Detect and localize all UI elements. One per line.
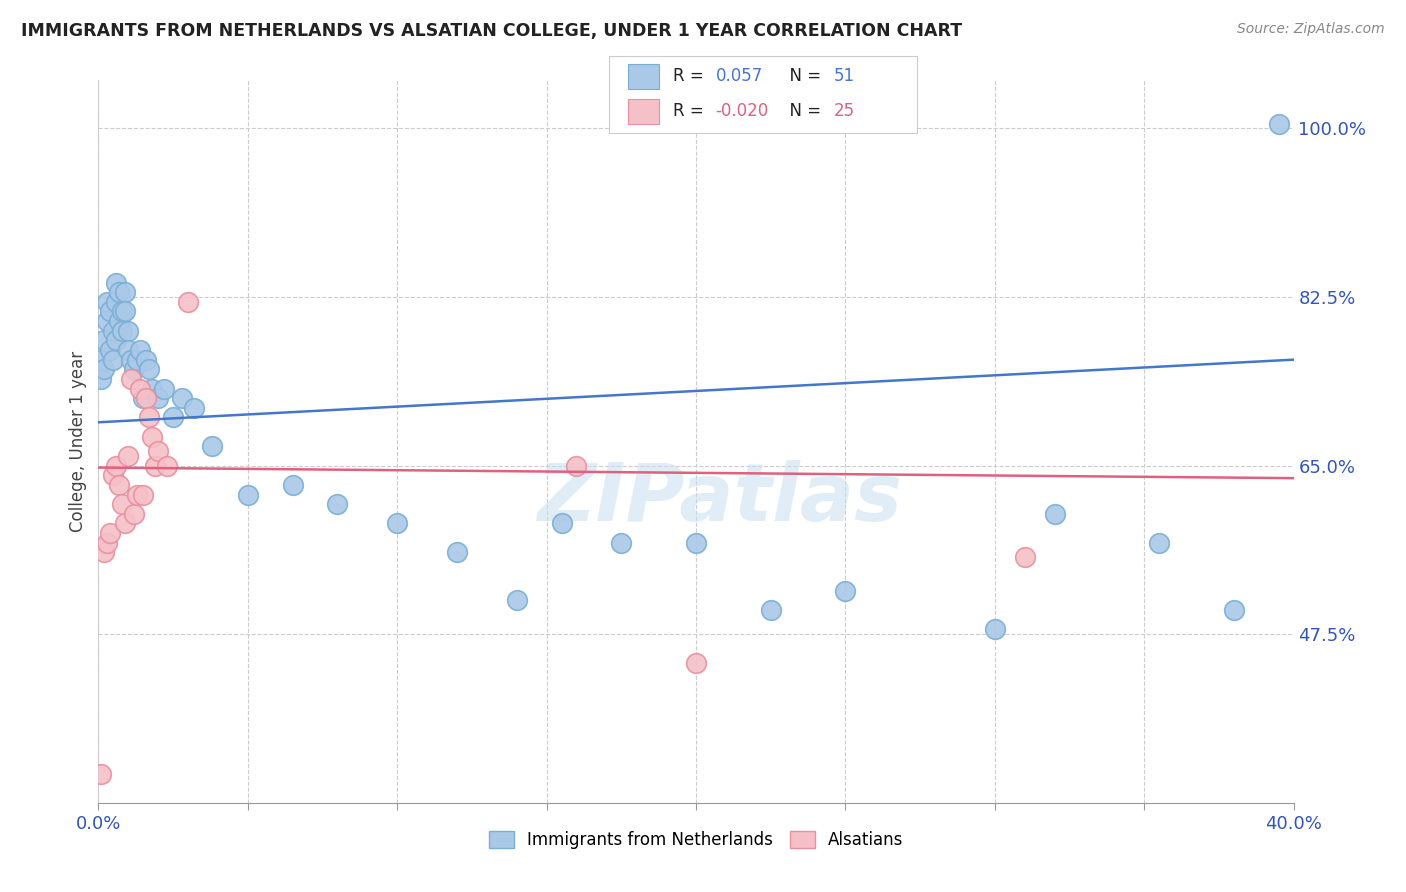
Point — [506, 593, 529, 607]
Point — [129, 382, 152, 396]
Text: 25: 25 — [834, 103, 855, 120]
Point — [1043, 507, 1066, 521]
Point — [117, 449, 139, 463]
Text: 0.057: 0.057 — [716, 67, 763, 86]
Point — [148, 444, 170, 458]
Text: R =: R = — [673, 103, 710, 120]
Point — [93, 545, 115, 559]
Point — [105, 334, 128, 348]
Point — [98, 526, 122, 541]
Point — [138, 410, 160, 425]
Point — [124, 362, 146, 376]
Text: ZIPatlas: ZIPatlas — [537, 460, 903, 539]
Point — [117, 324, 139, 338]
Point — [834, 583, 856, 598]
Point — [148, 391, 170, 405]
Point — [141, 382, 163, 396]
Point — [114, 285, 136, 300]
Point — [1223, 603, 1246, 617]
Point — [565, 458, 588, 473]
Point — [111, 304, 134, 318]
Point — [281, 478, 304, 492]
Point — [183, 401, 205, 415]
Point — [98, 304, 122, 318]
Point — [141, 430, 163, 444]
Point — [132, 391, 155, 405]
Point — [143, 458, 166, 473]
Point — [685, 656, 707, 670]
Point — [114, 516, 136, 531]
Point — [759, 603, 782, 617]
Point — [550, 516, 572, 531]
Point — [120, 372, 142, 386]
Point — [172, 391, 194, 405]
Point — [105, 294, 128, 309]
Point — [111, 324, 134, 338]
Point — [177, 294, 200, 309]
Point — [90, 372, 112, 386]
Point — [135, 391, 157, 405]
Point — [124, 507, 146, 521]
Point — [446, 545, 468, 559]
Point — [236, 487, 259, 501]
Point — [108, 314, 131, 328]
Point — [984, 623, 1007, 637]
Point — [103, 352, 125, 367]
Point — [156, 458, 179, 473]
Point — [127, 352, 149, 367]
Point — [138, 362, 160, 376]
Point — [105, 276, 128, 290]
Point — [98, 343, 122, 357]
Point — [90, 352, 112, 367]
Point — [135, 352, 157, 367]
Point — [108, 285, 131, 300]
Point — [117, 343, 139, 357]
Point — [111, 497, 134, 511]
Text: R =: R = — [673, 67, 714, 86]
Y-axis label: College, Under 1 year: College, Under 1 year — [69, 351, 87, 533]
Point — [108, 478, 131, 492]
Point — [114, 304, 136, 318]
Text: IMMIGRANTS FROM NETHERLANDS VS ALSATIAN COLLEGE, UNDER 1 YEAR CORRELATION CHART: IMMIGRANTS FROM NETHERLANDS VS ALSATIAN … — [21, 22, 962, 40]
Text: Source: ZipAtlas.com: Source: ZipAtlas.com — [1237, 22, 1385, 37]
Point — [153, 382, 176, 396]
Point — [90, 767, 112, 781]
Point — [685, 535, 707, 549]
Point — [610, 535, 633, 549]
Point — [326, 497, 349, 511]
Point — [162, 410, 184, 425]
Point — [96, 535, 118, 549]
Point — [103, 324, 125, 338]
Point — [93, 334, 115, 348]
Point — [1014, 550, 1036, 565]
Point — [129, 343, 152, 357]
Text: 51: 51 — [834, 67, 855, 86]
Point — [93, 362, 115, 376]
Text: N =: N = — [779, 103, 827, 120]
Point — [105, 458, 128, 473]
Point — [96, 314, 118, 328]
Point — [96, 294, 118, 309]
Text: -0.020: -0.020 — [716, 103, 769, 120]
Point — [127, 487, 149, 501]
Point — [120, 352, 142, 367]
Legend: Immigrants from Netherlands, Alsatians: Immigrants from Netherlands, Alsatians — [482, 824, 910, 856]
Text: N =: N = — [779, 67, 827, 86]
Point — [132, 487, 155, 501]
Point — [201, 439, 224, 453]
Point — [103, 468, 125, 483]
Point — [385, 516, 409, 531]
Point — [1267, 117, 1289, 131]
Point — [1147, 535, 1170, 549]
